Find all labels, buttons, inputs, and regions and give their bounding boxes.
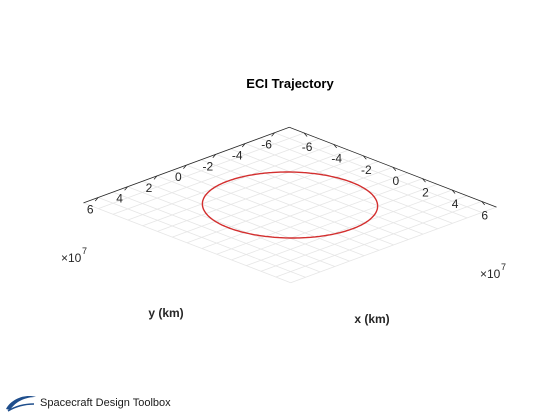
grid-lines [83,126,497,284]
y-tick-label: 0 [175,170,182,184]
grid-line-y [98,197,306,278]
grid-line-y [156,175,365,257]
y-tick-label: -4 [232,149,243,163]
y-axis-exponent: ×10 7 [61,246,87,265]
brand-name: Spacecraft Design Toolbox [40,397,171,409]
y-exponent-base: ×10 [61,251,82,265]
x-tick-label: -2 [361,163,372,177]
axes-plane [83,126,497,284]
grid-line-y [259,137,468,219]
grid-line-y [200,159,409,240]
y-axis-label: y (km) [148,306,183,320]
chart-title: ECI Trajectory [246,76,334,91]
grid-line-y [186,164,394,246]
brand-footer: Spacecraft Design Toolbox [4,392,171,414]
y-tick-mark [94,197,99,202]
grid-line-x [290,206,497,284]
trajectory-line [201,171,379,239]
x-tick-label: -6 [302,140,313,154]
grid-line-y [245,143,453,224]
y-tick-label: 2 [146,181,153,195]
x-axis-ticks: -6 -4 -2 0 2 4 6 [302,132,488,222]
x-tick-label: 0 [393,174,400,188]
x-axis-label: x (km) [354,312,389,326]
y-tick-mark [241,143,246,148]
x-exponent-base: ×10 [480,267,501,281]
x-tick-label: 4 [452,197,459,211]
y-tick-mark [183,164,187,169]
y-tick-label: -6 [261,138,272,152]
grid-line-y [215,153,424,235]
y-tick-label: -2 [202,159,213,173]
x-tick-label: -4 [331,151,342,165]
x-tick-mark [392,166,397,171]
grid-line-y [274,132,482,213]
x-exponent-power: 7 [501,262,506,272]
x-tick-label: 2 [422,186,429,200]
x-tick-label: 6 [481,208,488,222]
y-tick-mark [124,186,128,191]
y-tick-mark [271,132,275,137]
x-tick-mark [422,178,426,183]
spacecraft-design-toolbox-logo-icon [6,396,36,412]
y-exponent-power: 7 [82,246,87,256]
grid-line-y [171,170,380,251]
x-tick-mark [451,189,456,194]
y-tick-mark [153,175,158,180]
x-tick-mark [333,144,338,149]
x-tick-mark [481,201,486,206]
y-tick-mark [212,154,217,159]
grid-line-y [127,186,335,267]
grid-line-y [112,191,321,273]
grid-line-y [142,180,350,262]
grid-line-y [230,148,438,230]
grid-line-y [83,202,291,284]
y-axis-ticks: -6 -4 -2 0 2 4 6 [87,132,275,217]
x-axis-exponent: ×10 7 [480,262,506,281]
y-tick-label: 6 [87,203,94,217]
y-tick-label: 4 [116,192,123,206]
x-tick-mark [303,132,308,137]
x-tick-mark [362,155,367,160]
